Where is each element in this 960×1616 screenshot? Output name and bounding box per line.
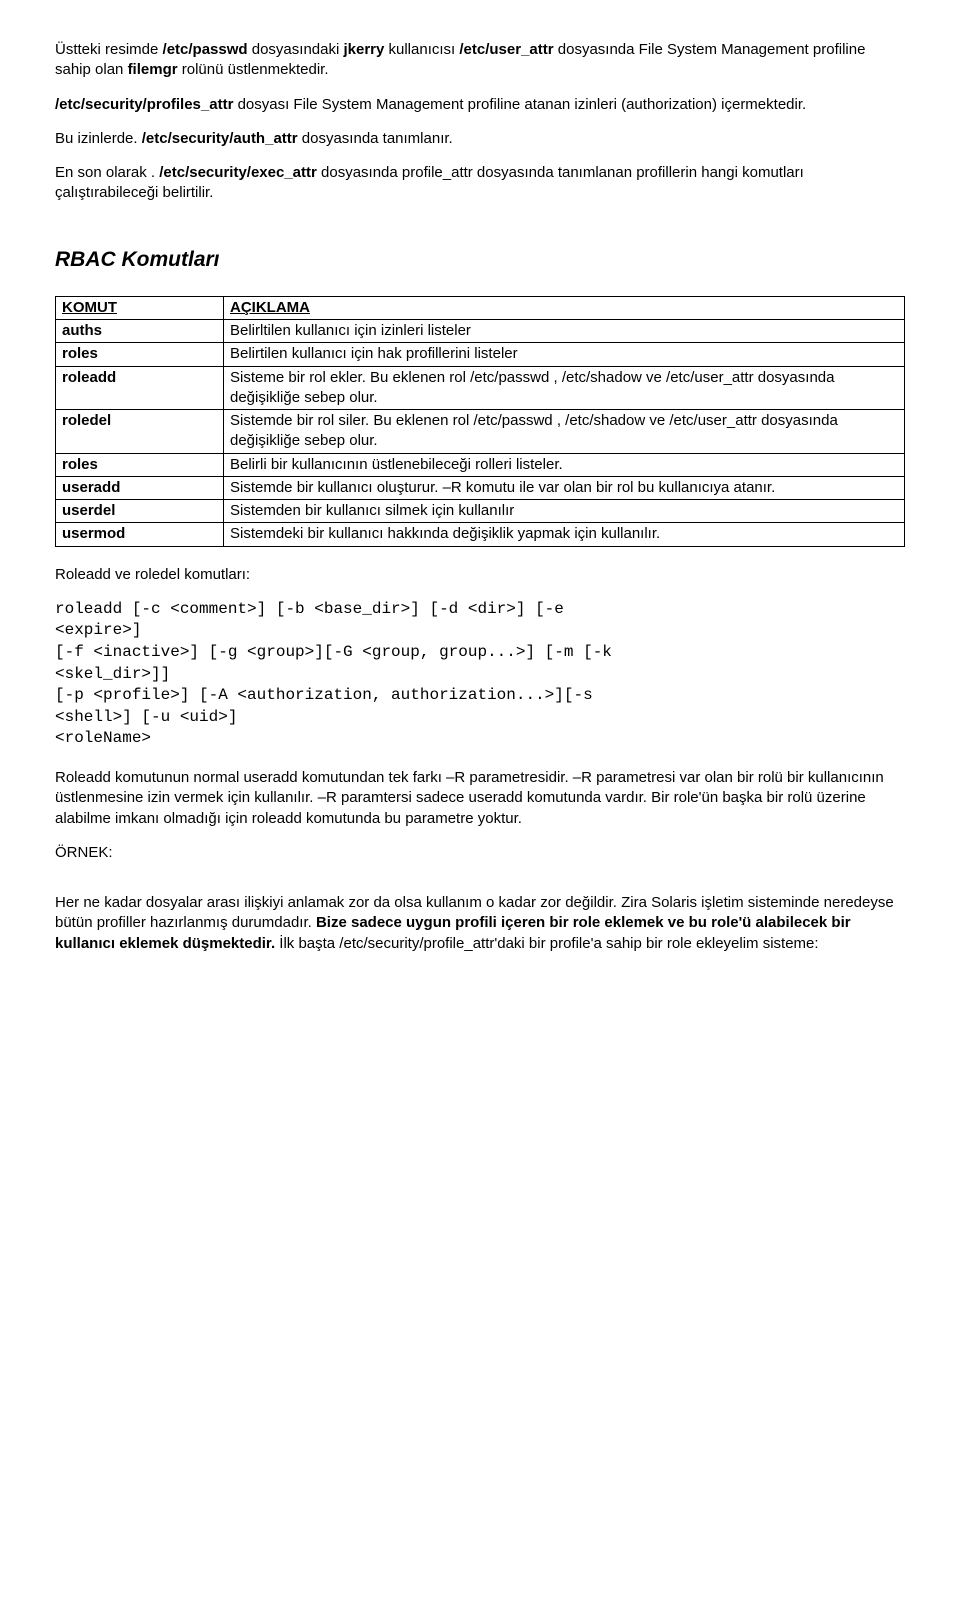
table-row: usermod Sistemdeki bir kullanıcı hakkınd…: [56, 523, 905, 546]
text: Üstteki resimde: [55, 41, 163, 58]
table-cell: Sisteme bir rol ekler. Bu eklenen rol /e…: [224, 366, 905, 410]
table-row: useradd Sistemde bir kullanıcı oluşturur…: [56, 476, 905, 499]
table-cell: roledel: [56, 410, 224, 454]
table-header-cell: AÇIKLAMA: [224, 296, 905, 319]
text: dosyası File System Management profiline…: [233, 96, 806, 113]
bold-text: filemgr: [128, 61, 178, 78]
bold-text: /etc/security/profiles_attr: [55, 96, 233, 113]
table-cell: usermod: [56, 523, 224, 546]
subheading: ÖRNEK:: [55, 843, 905, 863]
table-row: roledel Sistemde bir rol siler. Bu eklen…: [56, 410, 905, 454]
table-cell: roles: [56, 343, 224, 366]
text: En son olarak .: [55, 164, 159, 181]
commands-table: KOMUT AÇIKLAMA auths Belirltilen kullanı…: [55, 296, 905, 547]
paragraph-5: Roleadd komutunun normal useradd komutun…: [55, 768, 905, 829]
text: İlk başta /etc/security/profile_attr'dak…: [275, 935, 818, 952]
text: dosyasında tanımlanır.: [298, 130, 453, 147]
table-row: roleadd Sisteme bir rol ekler. Bu eklene…: [56, 366, 905, 410]
table-cell: roleadd: [56, 366, 224, 410]
text: dosyasındaki: [248, 41, 344, 58]
code-block: roleadd [-c <comment>] [-b <base_dir>] […: [55, 599, 905, 750]
table-header-row: KOMUT AÇIKLAMA: [56, 296, 905, 319]
bold-text: /etc/user_attr: [459, 41, 553, 58]
table-cell: Belirli bir kullanıcının üstlenebileceği…: [224, 453, 905, 476]
table-row: roles Belirtilen kullanıcı için hak prof…: [56, 343, 905, 366]
paragraph-1: Üstteki resimde /etc/passwd dosyasındaki…: [55, 40, 905, 81]
paragraph-6: Her ne kadar dosyalar arası ilişkiyi anl…: [55, 893, 905, 954]
table-row: auths Belirltilen kullanıcı için izinler…: [56, 320, 905, 343]
table-cell: userdel: [56, 500, 224, 523]
text: Bu izinlerde.: [55, 130, 142, 147]
bold-text: jkerry: [343, 41, 384, 58]
bold-text: /etc/security/exec_attr: [159, 164, 317, 181]
bold-text: /etc/security/auth_attr: [142, 130, 298, 147]
section-heading: RBAC Komutları: [55, 246, 905, 274]
table-cell: Sistemde bir kullanıcı oluşturur. –R kom…: [224, 476, 905, 499]
table-cell: Sistemdeki bir kullanıcı hakkında değişi…: [224, 523, 905, 546]
table-cell: Belirltilen kullanıcı için izinleri list…: [224, 320, 905, 343]
table-cell: roles: [56, 453, 224, 476]
table-header-cell: KOMUT: [56, 296, 224, 319]
table-cell: useradd: [56, 476, 224, 499]
table-cell: Sistemde bir rol siler. Bu eklenen rol /…: [224, 410, 905, 454]
subheading: Roleadd ve roledel komutları:: [55, 565, 905, 585]
table-row: roles Belirli bir kullanıcının üstlenebi…: [56, 453, 905, 476]
text: rolünü üstlenmektedir.: [178, 61, 329, 78]
table-cell: auths: [56, 320, 224, 343]
paragraph-2: /etc/security/profiles_attr dosyası File…: [55, 95, 905, 115]
table-cell: Sistemden bir kullanıcı silmek için kull…: [224, 500, 905, 523]
paragraph-4: En son olarak . /etc/security/exec_attr …: [55, 163, 905, 204]
paragraph-3: Bu izinlerde. /etc/security/auth_attr do…: [55, 129, 905, 149]
table-row: userdel Sistemden bir kullanıcı silmek i…: [56, 500, 905, 523]
table-cell: Belirtilen kullanıcı için hak profilleri…: [224, 343, 905, 366]
bold-text: /etc/passwd: [163, 41, 248, 58]
text: kullanıcısı: [384, 41, 459, 58]
